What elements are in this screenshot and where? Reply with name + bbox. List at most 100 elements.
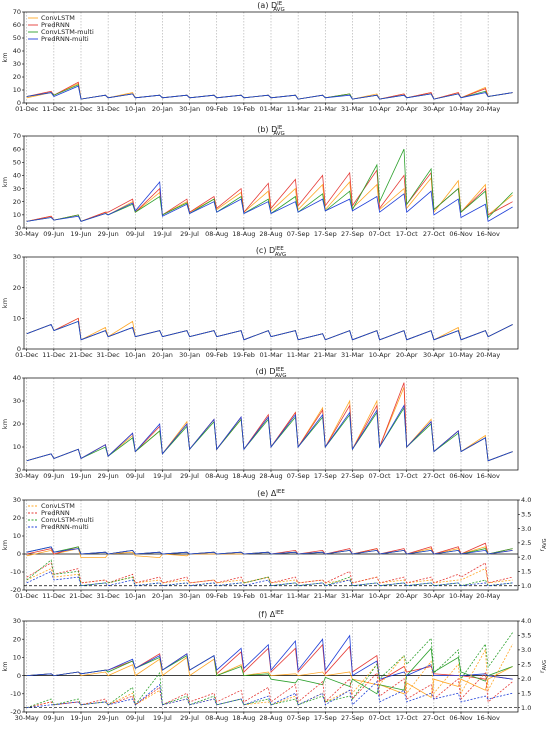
x-tick-label: 10-Apr [369,592,391,600]
legend-label: PredRNN-multi [41,523,89,531]
series-line [26,656,513,699]
panel: (d) DIEE AVG 30-May 09-Jun 19-Jun 29-Jun 09-Ju… [1,367,519,480]
x-tick-label: 31-Dec [97,592,121,600]
x-tick-label: 07-Oct [369,472,391,480]
x-tick-label: 28-Aug [259,714,282,722]
y2-tick-label: 1.5 [521,689,531,697]
y2-tick-label: 3.0 [521,646,531,654]
x-tick-label: 29-Jun [98,472,119,480]
y2-tick-label: 3.0 [521,525,531,533]
x-tick-label: 21-Mar [314,105,337,113]
y2-axis-label: rAVG [538,538,548,551]
title-text: (b) D [257,125,277,134]
x-tick-label: 31-Mar [341,351,364,359]
x-tick-label: 20-Jan [152,105,173,113]
y2-axis-label: rAVG [538,660,548,673]
y-tick-label: 30 [13,253,21,261]
title-sub: AVG [273,131,284,137]
x-tick-label: 30-Apr [423,351,445,359]
plot-frame [23,377,519,471]
x-tick-label: 19-Jul [153,714,172,722]
x-tick-label: 31-Dec [97,105,121,113]
x-tick-label: 19-Jul [153,230,172,238]
title-sub: AVG [273,7,284,13]
y-axis-label: km [1,419,9,429]
title-sup: IE [277,1,283,7]
x-tick-label: 20-May [476,592,500,600]
x-tick-label: 30-May [15,472,39,480]
x-tick-label: 07-Sep [287,472,310,480]
x-tick-label: 10-Apr [369,351,391,359]
y-tick-label: 20 [13,514,21,522]
series-line [26,320,513,341]
x-tick-label: 17-Oct [396,472,418,480]
panel: (b) DIE AVG 30-May 09-Jun 19-Jun 29-Jun 09-Jul… [1,125,519,238]
y-axis-label: km [1,298,9,308]
x-tick-label: 31-Dec [97,351,121,359]
y-tick-label: -10 [10,568,21,576]
legend-label: ConvLSTM-multi [41,28,94,36]
panel-title: (b) DIE AVG [257,125,285,137]
series-line [26,404,513,462]
x-tick-label: 16-Nov [476,714,499,722]
y-tick-label: 10 [13,443,21,451]
y2-tick-label: 2.5 [521,539,531,547]
legend: ConvLSTMPredRNNConvLSTM-multiPredRNN-mul… [28,502,94,531]
y-tick-label: 60 [13,21,21,29]
x-tick-label: 30-Jan [179,351,200,359]
panel-title: (c) DIEE AVG [256,246,286,258]
y-tick-label: 0 [17,466,21,474]
x-tick-label: 10-May [449,105,473,113]
x-tick-label: 28-Aug [259,472,282,480]
panel-title: (d) DIEE AVG [255,367,286,379]
y-tick-label: 10 [13,654,21,662]
x-tick-label: 27-Oct [423,472,445,480]
x-tick-label: 20-Jan [152,592,173,600]
x-tick-label: 20-Apr [396,351,418,359]
x-tick-label: 21-Dec [69,351,93,359]
series-line [26,559,513,587]
x-tick-label: 28-Aug [259,230,282,238]
x-tick-label: 06-Nov [449,230,472,238]
x-tick-label: 11-Mar [287,351,310,359]
x-tick-label: 11-Dec [42,105,66,113]
y-tick-label: 70 [13,8,21,16]
x-tick-label: 06-Nov [449,472,472,480]
x-tick-label: 19-Feb [233,351,255,359]
y-tick-label: 50 [13,158,21,166]
plot-frame [23,135,519,229]
y-tick-label: 0 [17,672,21,680]
plot-frame [23,620,519,713]
x-tick-label: 17-Sep [314,714,337,722]
panel: (c) DIEE AVG 01-Dec 11-Dec 21-Dec 31-Dec 10-Ja… [1,246,519,359]
panel-title: (e) ΔIEE [257,489,285,498]
series-line [26,177,513,222]
plot-frame [23,256,519,350]
y2-tick-label: 4.0 [521,496,531,504]
x-tick-label: 27-Oct [423,230,445,238]
x-tick-label: 19-Feb [233,105,255,113]
x-tick-label: 09-Jul [126,714,145,722]
y-tick-label: 60 [13,145,21,153]
y-tick-label: 0 [17,99,21,107]
x-tick-label: 21-Mar [314,351,337,359]
y-axis-label: km [1,661,9,671]
y-tick-label: 50 [13,34,21,42]
series-line [26,568,513,584]
x-tick-label: 08-Aug [205,230,228,238]
x-tick-label: 09-Feb [206,105,228,113]
x-tick-label: 01-Mar [260,592,283,600]
title-text: (f) Δ [258,610,276,619]
legend: ConvLSTMPredRNNConvLSTM-multiPredRNN-mul… [28,14,94,43]
x-tick-label: 16-Nov [476,230,499,238]
x-tick-label: 01-Mar [260,351,283,359]
y-tick-label: 20 [13,73,21,81]
title-text: (a) D [257,1,277,10]
series-line [26,632,513,709]
series-line [26,546,513,555]
x-tick-label: 21-Dec [69,105,93,113]
x-tick-label: 08-Aug [205,472,228,480]
series-line [26,382,513,462]
x-tick-label: 08-Aug [205,714,228,722]
x-tick-label: 21-Dec [69,592,93,600]
